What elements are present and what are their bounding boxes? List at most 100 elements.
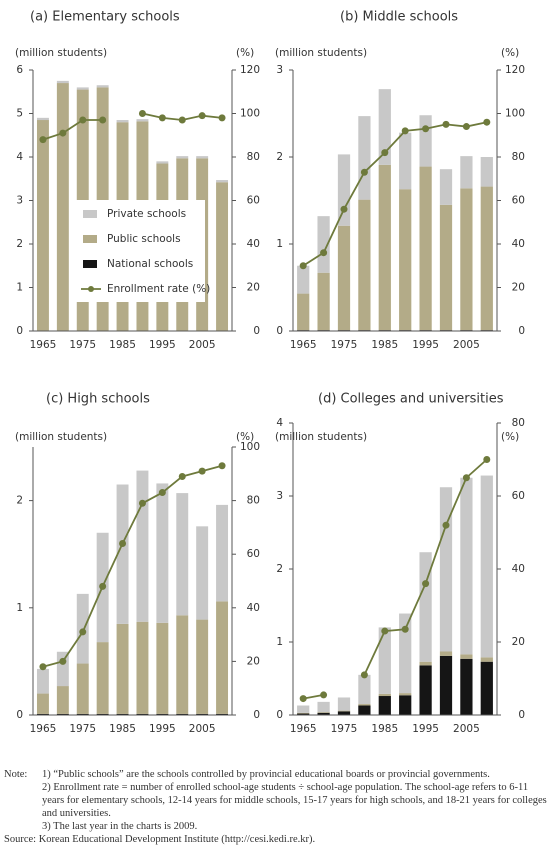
rate-point [401, 625, 409, 633]
y2-tick-label: 20 [512, 282, 525, 294]
rate-point [158, 489, 166, 497]
rate-point [381, 149, 389, 157]
bar [96, 85, 109, 88]
bar [96, 713, 109, 715]
notes-block: Note: 1) “Public schools” are the school… [4, 768, 549, 833]
bar [196, 619, 209, 714]
bar [439, 487, 453, 652]
y-tick-label: 1 [276, 636, 283, 648]
x-tick-label: 1975 [69, 723, 96, 735]
bar [136, 470, 149, 622]
y-tick-label: 1 [16, 602, 23, 614]
bar [439, 651, 453, 656]
bar [56, 651, 69, 687]
bar [439, 204, 453, 331]
rate-point [320, 691, 328, 699]
x-tick-label: 2005 [453, 339, 480, 351]
bar [156, 622, 169, 714]
bar [216, 713, 229, 715]
y-tick-label: 2 [16, 495, 23, 507]
x-tick-label: 1995 [412, 723, 439, 735]
bar [480, 661, 493, 715]
bar [216, 601, 229, 714]
rate-line [303, 458, 488, 700]
x-tick-label: 1975 [331, 723, 358, 735]
y2-axis-label: (%) [236, 47, 254, 59]
y-axis-label: (million students) [15, 431, 107, 443]
bar [358, 704, 371, 706]
chart-title: (b) Middle schools [340, 10, 458, 25]
legend-label: Private schools [107, 208, 186, 220]
rate-point [483, 118, 491, 126]
rate-line [42, 112, 223, 141]
bar [337, 225, 351, 331]
rate-point [381, 627, 389, 635]
rate-line [42, 464, 223, 668]
bar [399, 132, 412, 190]
y2-tick-label: 120 [505, 64, 525, 76]
y2-tick-label: 40 [512, 238, 525, 250]
rate-point [422, 580, 430, 588]
x-tick-label: 2005 [189, 339, 216, 351]
y2-axis-label: (%) [236, 431, 254, 443]
y2-tick-label: 20 [247, 655, 260, 667]
x-tick-label: 1965 [290, 723, 317, 735]
bar [216, 180, 229, 183]
rate-point [442, 521, 450, 529]
bar [116, 484, 129, 624]
bar [56, 713, 69, 715]
rate-point [158, 114, 166, 122]
bar [176, 493, 189, 616]
x-tick-label: 1965 [30, 339, 57, 351]
bar [317, 272, 330, 331]
bar [136, 621, 149, 714]
bar [36, 693, 49, 714]
rate-point [462, 474, 470, 482]
rate-point [462, 123, 470, 131]
rate-point [401, 127, 409, 135]
legend-point [88, 286, 94, 292]
rate-line [302, 121, 487, 267]
rate-point [360, 168, 368, 176]
legend-label: Public schools [107, 233, 181, 245]
rate-point [422, 125, 430, 133]
legend-label: Enrollment rate (%) [107, 283, 210, 295]
y-tick-label: 2 [16, 238, 23, 250]
source: Source: Korean Educational Development I… [4, 834, 316, 845]
y-tick-label: 4 [16, 151, 23, 163]
y-axis-label: (million students) [275, 47, 367, 59]
bar [480, 157, 493, 187]
y-tick-label: 1 [16, 282, 23, 294]
legend-label: National schools [107, 258, 193, 270]
bar [196, 526, 209, 620]
x-tick-label: 1985 [109, 723, 136, 735]
rate-point [138, 499, 146, 507]
rate-point [442, 120, 450, 128]
bar [156, 713, 169, 715]
rate-point [119, 539, 127, 547]
bar [419, 115, 432, 167]
bar [216, 504, 229, 602]
bar [56, 80, 69, 84]
note: 3) The last year in the charts is 2009. [42, 821, 198, 832]
bar [378, 693, 391, 697]
y2-tick-label: 80 [247, 495, 260, 507]
x-tick-label: 2005 [453, 723, 480, 735]
rate-point [138, 110, 146, 117]
rate-point [59, 657, 67, 665]
rate-point [59, 129, 67, 137]
bar [337, 154, 351, 226]
bar [480, 186, 493, 331]
y2-tick-label: 100 [240, 108, 260, 120]
rate-point [99, 582, 107, 590]
y-axis-label: (million students) [275, 431, 367, 443]
bar [196, 713, 209, 715]
bar [358, 116, 371, 200]
notes-items: 1) “Public schools” are the schools cont… [42, 768, 549, 833]
note: 2) Enrollment rate = number of enrolled … [42, 782, 547, 819]
y-tick-label: 4 [276, 417, 283, 429]
bar [36, 117, 49, 121]
bar [176, 615, 189, 714]
y-tick-label: 3 [16, 195, 23, 207]
chart-title: (d) Colleges and universities [318, 392, 504, 407]
